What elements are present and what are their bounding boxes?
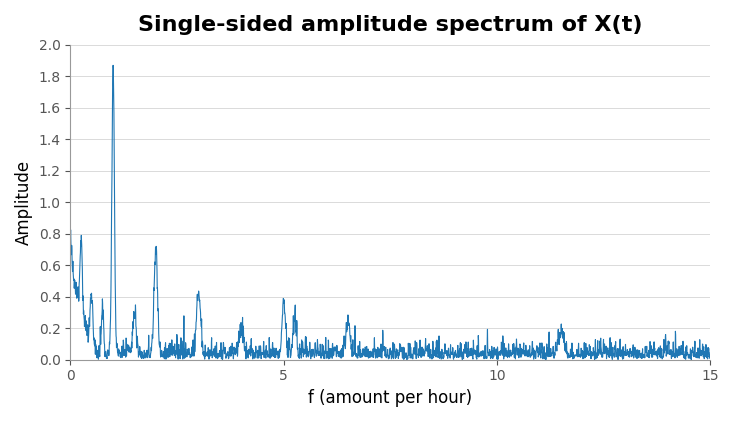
X-axis label: f (amount per hour): f (amount per hour): [308, 389, 473, 407]
Title: Single-sided amplitude spectrum of X(t): Single-sided amplitude spectrum of X(t): [138, 15, 642, 35]
Y-axis label: Amplitude: Amplitude: [15, 160, 33, 245]
